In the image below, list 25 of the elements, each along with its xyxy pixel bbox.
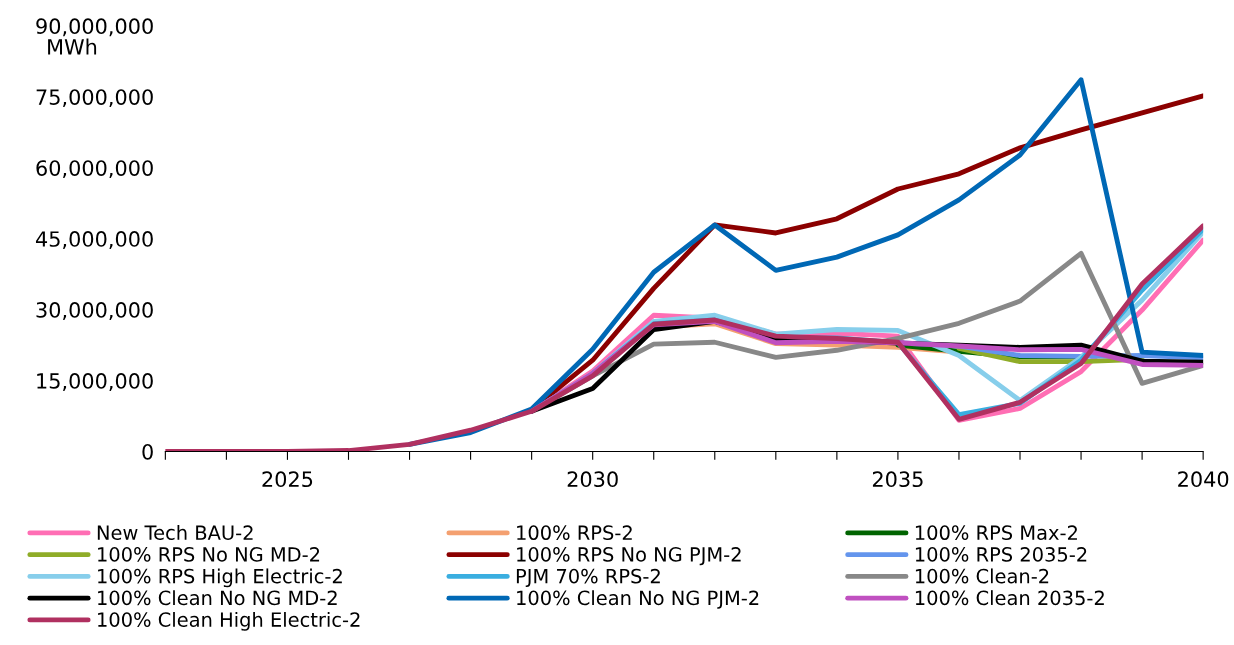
y-tick-label: 0 [142, 443, 153, 460]
legend-label: 100% RPS High Electric-2 [98, 568, 342, 588]
legend-label: 100% Clean No NG MD-2 [98, 590, 337, 606]
legend-label: 100% RPS-2 [517, 525, 632, 541]
legend-label: 100% RPS Max-2 [915, 525, 1077, 541]
x-tick-label: 2035 [872, 471, 923, 488]
legend-label: PJM 70% RPS-2 [516, 568, 660, 588]
y-tick-label: 15,000,000 [37, 373, 153, 391]
y-tick-label: 45,000,000 [35, 231, 153, 249]
legend-label: 100% RPS No NG PJM-2 [517, 547, 741, 566]
y-axis-title: MWh [48, 38, 97, 55]
legend-label: 100% RPS No NG MD-2 [98, 547, 320, 562]
x-tick-label: 2030 [567, 471, 618, 488]
x-tick-label: 2025 [262, 471, 313, 488]
legend-label: 100% Clean 2035-2 [915, 590, 1104, 606]
legend-label: New Tech BAU-2 [97, 524, 253, 541]
legend-label: 100% RPS 2035-2 [915, 547, 1087, 562]
y-tick-label: 75,000,000 [36, 89, 153, 108]
legend-label: 100% Clean High Electric-2 [98, 611, 360, 631]
legend-label: 100% Clean No NG PJM-2 [517, 590, 759, 609]
y-tick-label: 30,000,000 [36, 302, 153, 320]
x-tick-label: 2040 [1178, 471, 1229, 488]
legend-label: 100% Clean-2 [915, 568, 1049, 584]
y-tick-label: 90,000,000 [36, 18, 153, 37]
y-tick-label: 60,000,000 [36, 160, 153, 179]
